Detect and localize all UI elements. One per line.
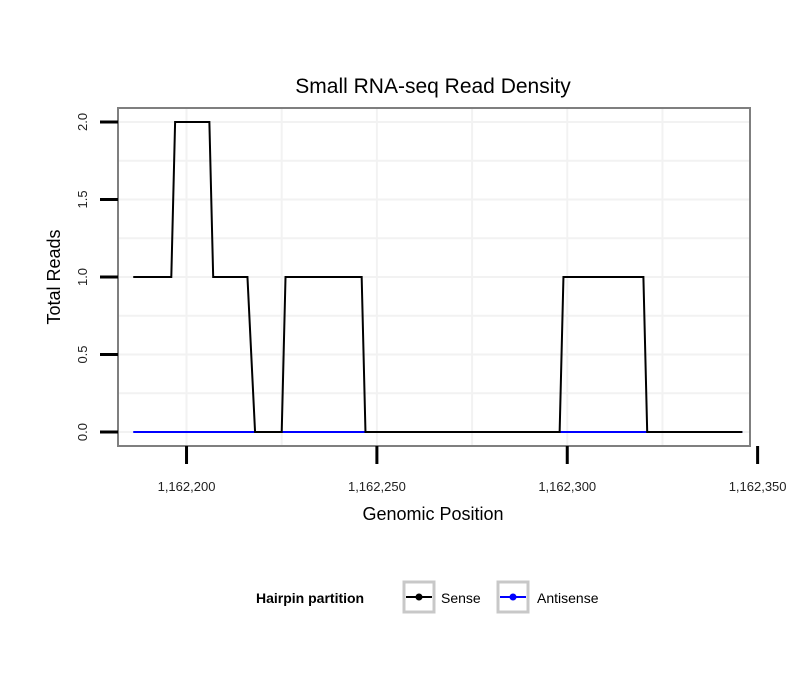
legend-label: Antisense xyxy=(537,590,599,606)
y-tick-label: 2.0 xyxy=(75,113,90,131)
x-axis-title: Genomic Position xyxy=(362,504,503,524)
y-tick-label: 1.0 xyxy=(75,268,90,286)
x-tick-label: 1,162,300 xyxy=(538,479,596,494)
y-tick-label: 0.0 xyxy=(75,423,90,441)
series-line-sense xyxy=(133,120,743,434)
x-tick-label: 1,162,350 xyxy=(729,479,787,494)
x-tick-label: 1,162,200 xyxy=(158,479,216,494)
series-lines xyxy=(133,120,743,434)
x-tick-label: 1,162,250 xyxy=(348,479,406,494)
legend-item-antisense: Antisense xyxy=(496,580,599,614)
axis-ticks: 1,162,200 1,162,250 1,162,300 1,162,350 0.0 0… xyxy=(75,113,787,494)
chart-title: Small RNA-seq Read Density xyxy=(295,75,571,98)
legend-title: Hairpin partition xyxy=(256,590,364,606)
legend-item-sense: Sense xyxy=(402,580,481,614)
y-tick-label: 1.5 xyxy=(75,190,90,208)
legend-key-marker xyxy=(509,593,517,601)
legend: Hairpin partition Sense Antisense xyxy=(256,580,599,614)
y-axis-title: Total Reads xyxy=(44,229,64,324)
legend-key-marker xyxy=(415,593,423,601)
y-tick-label: 0.5 xyxy=(75,345,90,363)
legend-label: Sense xyxy=(441,590,481,606)
